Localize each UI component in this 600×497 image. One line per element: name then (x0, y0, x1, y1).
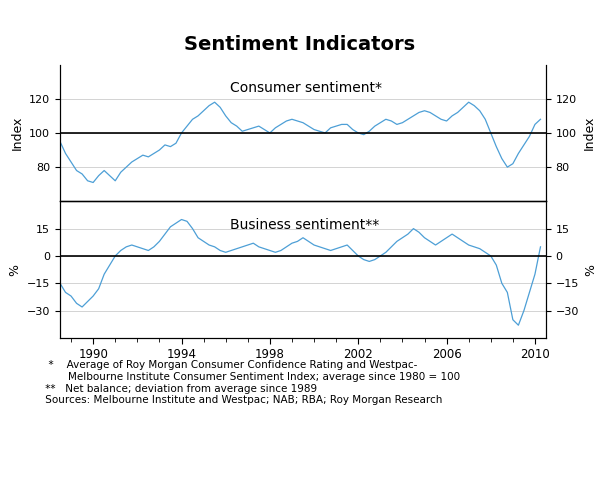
Y-axis label: Index: Index (11, 116, 23, 150)
Y-axis label: Index: Index (583, 116, 595, 150)
Y-axis label: %: % (584, 263, 598, 276)
Y-axis label: %: % (8, 263, 22, 276)
Text: *    Average of Roy Morgan Consumer Confidence Rating and Westpac-
        Melbo: * Average of Roy Morgan Consumer Confide… (42, 360, 460, 405)
Text: Business sentiment**: Business sentiment** (230, 218, 379, 232)
Text: Sentiment Indicators: Sentiment Indicators (184, 35, 416, 54)
Text: Consumer sentiment*: Consumer sentiment* (230, 81, 382, 95)
